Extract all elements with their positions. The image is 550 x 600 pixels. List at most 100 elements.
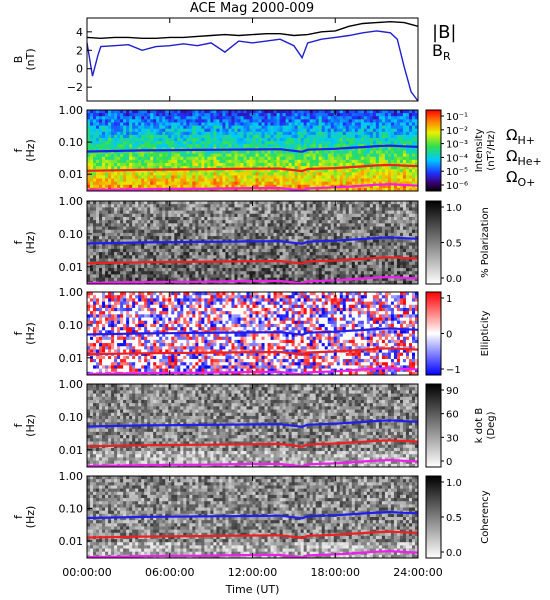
heat-cell [183, 116, 187, 120]
heat-cell [240, 175, 244, 179]
heat-cell [357, 242, 362, 247]
heat-cell [117, 226, 121, 231]
heat-cell [303, 255, 308, 259]
heat-cell [408, 113, 413, 117]
heat-cell [279, 175, 283, 179]
heat-cell [165, 131, 169, 136]
heat-cell [339, 150, 344, 155]
legend-br-sub: R [443, 50, 451, 63]
heat-cell [318, 169, 323, 173]
heat-cell [102, 226, 106, 231]
heat-cell [105, 216, 109, 221]
heat-cell [201, 131, 205, 136]
heat-cell [264, 116, 268, 120]
heat-cell [111, 226, 115, 231]
heat-cell [300, 255, 305, 259]
heat-cell [393, 156, 398, 161]
heat-cell [93, 119, 97, 123]
heat-cell [384, 213, 389, 218]
heat-cell [390, 128, 395, 133]
heat-cell [108, 181, 112, 186]
heat-cell [156, 138, 160, 142]
heat-cell [228, 116, 232, 120]
heat-cell [141, 116, 145, 120]
heat-cell [246, 248, 250, 253]
heat-cell [225, 220, 229, 224]
heat-cell [147, 258, 151, 263]
heat-cell [333, 150, 338, 155]
heat-cell [105, 223, 109, 227]
heat-cell [147, 210, 151, 215]
heat-cell [135, 229, 139, 234]
heat-cell [402, 138, 407, 142]
heat-cell [414, 162, 419, 167]
heat-cell [213, 162, 217, 167]
heat-cell [240, 248, 244, 253]
heat-cell [255, 131, 259, 136]
heat-cell [204, 226, 208, 231]
heat-cell [273, 131, 277, 136]
heat-cell [129, 159, 133, 164]
heat-cell [246, 153, 250, 158]
heat-cell [273, 134, 277, 139]
heat-cell [273, 175, 277, 179]
heat-cell [276, 175, 280, 179]
heat-cell [273, 242, 277, 247]
heat-cell [147, 169, 151, 173]
heat-cell [237, 169, 241, 173]
heat-cell [249, 201, 253, 205]
heat-cell [405, 226, 410, 231]
heat-cell [99, 131, 103, 136]
heat-cell [234, 131, 238, 136]
heat-cell [330, 242, 335, 247]
heat-cell [333, 175, 338, 179]
heat-cell [183, 232, 187, 237]
heat-cell [108, 226, 112, 231]
heat-cell [297, 122, 302, 126]
heat-cell [153, 216, 157, 221]
heat-cell [240, 204, 244, 208]
heat-cell [138, 252, 142, 256]
heat-cell [396, 159, 401, 164]
heat-cell [378, 242, 383, 247]
heat-cell [321, 216, 326, 221]
heat-cell [225, 119, 229, 123]
heat-cell [348, 220, 353, 224]
heat-cell [246, 172, 250, 176]
heat-cell [372, 141, 377, 145]
heat-cell [411, 229, 416, 234]
heat-cell [138, 128, 142, 133]
heat-cell [105, 141, 109, 145]
heat-cell [375, 216, 380, 221]
heat-cell [87, 207, 91, 211]
heat-cell [117, 178, 121, 183]
heat-cell [312, 201, 317, 205]
heat-cell [120, 242, 124, 247]
heat-cell [375, 110, 380, 114]
heat-cell [372, 150, 377, 155]
heat-cell [252, 172, 256, 176]
heat-cell [399, 181, 404, 186]
heat-cell [93, 110, 97, 114]
heat-cell [240, 153, 244, 158]
heat-cell [372, 242, 377, 247]
heat-cell [354, 216, 359, 221]
heat-cell [291, 226, 296, 231]
heat-cell [348, 175, 353, 179]
heat-cell [405, 248, 410, 253]
heat-cell [318, 159, 323, 164]
heat-cell [351, 252, 356, 256]
heat-cell [117, 213, 121, 218]
heat-cell [357, 128, 362, 133]
heat-cell [384, 116, 389, 120]
heat-cell [390, 138, 395, 142]
heat-cell [285, 242, 290, 247]
heat-cell [351, 128, 356, 133]
heat-cell [138, 184, 142, 189]
heat-cell [318, 125, 323, 130]
heat-cell [306, 232, 311, 237]
heat-cell [312, 125, 317, 130]
heat-cell [282, 159, 286, 164]
heat-cell [90, 204, 94, 208]
heat-cell [399, 166, 404, 170]
